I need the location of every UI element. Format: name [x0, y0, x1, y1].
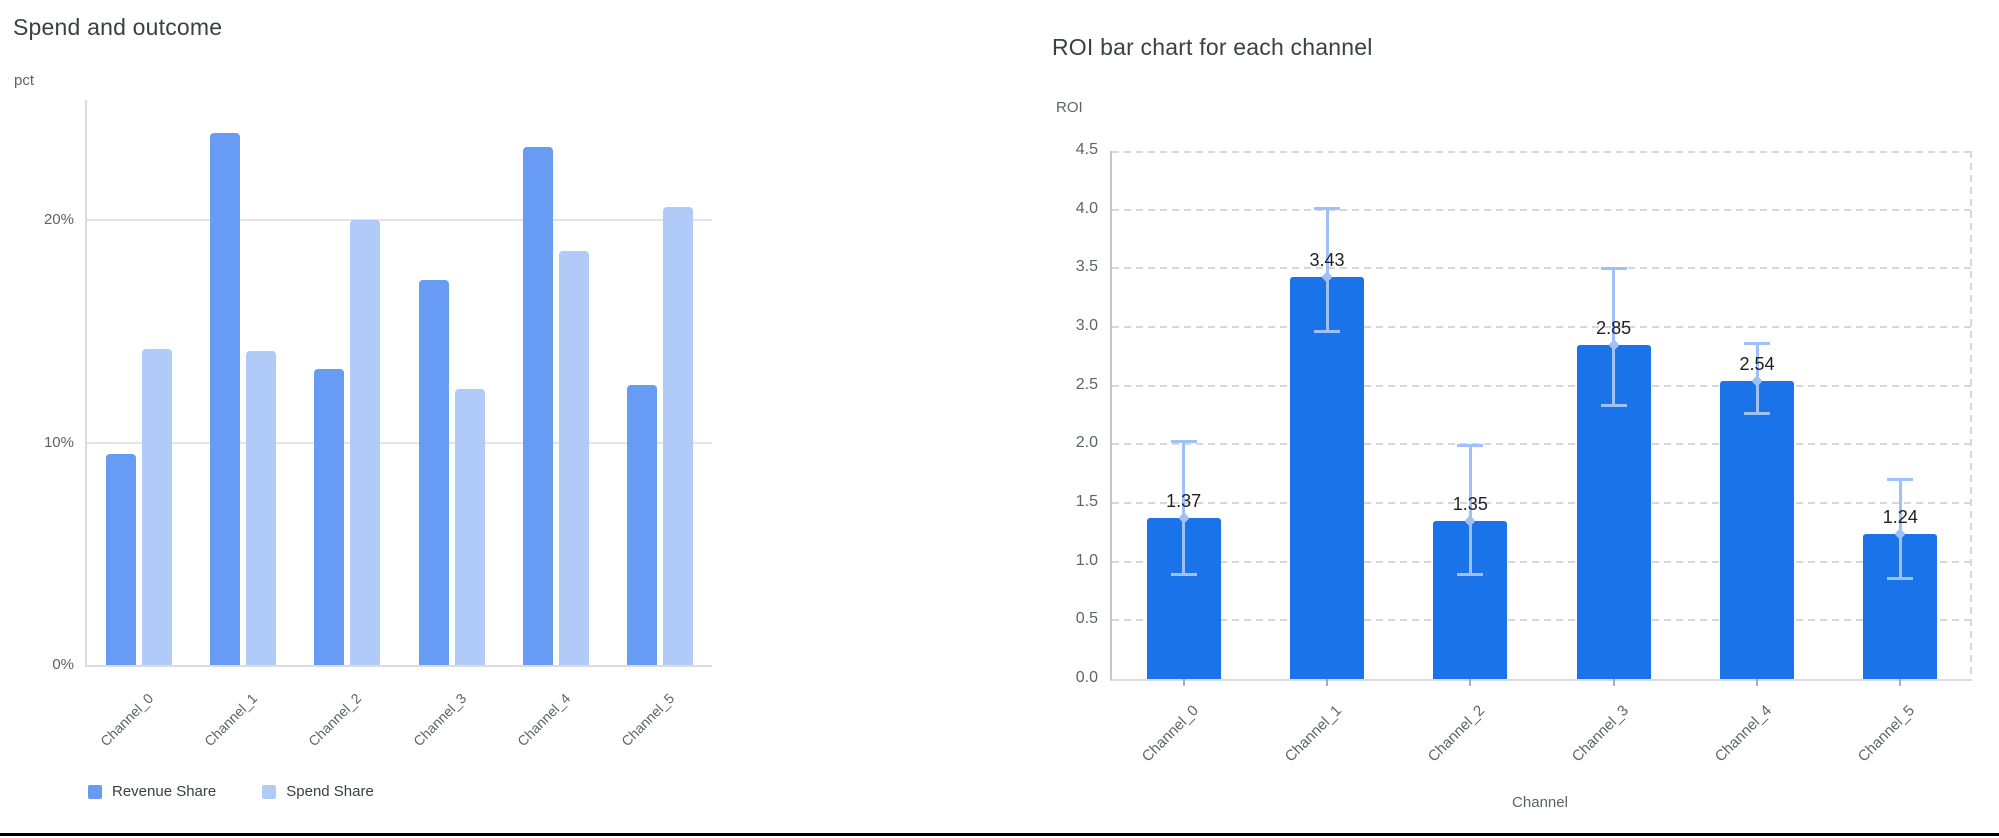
- roi-x-label-channel-2: Channel_2: [1425, 702, 1489, 766]
- roi-value-label-channel-0: 1.37: [1166, 491, 1202, 512]
- error-bar-cap-channel-0: [1170, 439, 1197, 443]
- grid-line-4.0: [1112, 208, 1972, 211]
- error-bar-cap-channel-1: [1314, 207, 1340, 211]
- error-bar-channel-0: [1182, 439, 1186, 576]
- roi-x-axis-title: Channel: [1512, 794, 1568, 811]
- spend-outcome-x-label-channel-4: Channel_4: [513, 690, 574, 750]
- bar-revenue-share-channel-1[interactable]: [210, 133, 241, 665]
- error-bar-cap-channel-5: [1887, 577, 1914, 581]
- roi-y-tick-4.0: 4.0: [1075, 199, 1098, 217]
- roi-value-label-channel-1: 3.43: [1309, 249, 1345, 270]
- roi-y-tick-0.0: 0.0: [1075, 669, 1098, 686]
- spend-outcome-x-label-channel-2: Channel_2: [305, 690, 365, 750]
- grid-line-2.0: [1112, 443, 1972, 446]
- error-bar-cap-channel-5: [1887, 478, 1914, 482]
- roi-y-tick-1.5: 1.5: [1075, 493, 1098, 510]
- bar-spend-share-channel-0[interactable]: [142, 349, 173, 665]
- roi-y-tick-2.5: 2.5: [1075, 375, 1098, 393]
- roi-x-label-channel-5: Channel_5: [1855, 702, 1919, 766]
- roi-y-tick-3.0: 3.0: [1075, 317, 1098, 334]
- error-bar-cap-channel-1: [1314, 329, 1340, 333]
- roi-y-tick-4.5: 4.5: [1075, 141, 1098, 158]
- roi-plot-area: 1.37 3.43 1.35 2.85 2.54 1.24: [1110, 151, 1972, 686]
- spend-outcome-x-label-channel-0: Channel_0: [97, 690, 157, 750]
- error-bar-cap-channel-0: [1170, 572, 1197, 576]
- revenue-share-legend-label: Revenue Share: [112, 783, 217, 800]
- error-bar-channel-3: [1612, 267, 1616, 407]
- grid-line-1.5: [1112, 502, 1972, 504]
- roi-title: ROI bar chart for each channel: [1052, 34, 1373, 60]
- spend-share-swatch: [262, 784, 277, 799]
- error-bar-cap-channel-2: [1457, 444, 1484, 448]
- error-bar-cap-channel-4: [1744, 342, 1770, 346]
- bar-revenue-share-channel-0[interactable]: [106, 453, 137, 665]
- spend-outcome-y-tick-10%: 10%: [43, 433, 74, 451]
- roi-value-label-channel-5: 1.24: [1882, 506, 1918, 527]
- grid-line-3.0: [1112, 326, 1972, 328]
- roi-value-label-channel-3: 2.85: [1596, 317, 1632, 338]
- legend-item-spend-share[interactable]: Spend Share: [262, 783, 374, 800]
- spend-outcome-y-tick-0%: 0%: [52, 656, 74, 673]
- roi-y-tick-3.5: 3.5: [1075, 258, 1098, 276]
- roi-y-axis-label: ROI: [1056, 99, 1083, 116]
- roi-bar-channel-4[interactable]: [1720, 380, 1794, 679]
- legend-item-revenue-share[interactable]: Revenue Share: [88, 783, 216, 800]
- error-bar-cap-channel-3: [1600, 403, 1627, 407]
- roi-value-label-channel-2: 1.35: [1452, 493, 1488, 514]
- grid-line-0.5: [1112, 619, 1972, 622]
- bar-spend-share-channel-5[interactable]: [662, 206, 693, 665]
- spend-outcome-title: Spend and outcome: [13, 14, 223, 40]
- spend-outcome-x-label-channel-1: Channel_1: [201, 690, 261, 750]
- bar-revenue-share-channel-5[interactable]: [626, 384, 657, 665]
- roi-x-tick-channel-1: [1326, 679, 1328, 686]
- revenue-share-swatch: [88, 784, 102, 799]
- roi-bar-channel-1[interactable]: [1290, 276, 1364, 679]
- error-bar-cap-channel-4: [1744, 412, 1770, 415]
- spend-outcome-x-label-channel-5: Channel_5: [618, 690, 678, 750]
- error-bar-channel-1: [1325, 207, 1329, 333]
- bar-revenue-share-channel-2[interactable]: [314, 369, 345, 665]
- roi-x-tick-channel-0: [1182, 679, 1185, 686]
- error-bar-channel-2: [1468, 444, 1472, 576]
- roi-x-tick-channel-5: [1899, 679, 1902, 686]
- roi-y-tick-2.0: 2.0: [1075, 434, 1098, 452]
- spend-share-legend-label: Spend Share: [286, 783, 374, 800]
- error-bar-cap-channel-3: [1600, 267, 1627, 271]
- roi-plot-right-border: [1970, 151, 1972, 679]
- grid-line-20%: [87, 219, 712, 222]
- spend-outcome-y-unit-label: pct: [14, 72, 35, 89]
- grid-line-4.5: [1112, 151, 1972, 153]
- roi-x-tick-channel-2: [1469, 679, 1472, 686]
- grid-line-10%: [87, 441, 712, 444]
- bar-spend-share-channel-4[interactable]: [558, 251, 589, 665]
- bar-revenue-share-channel-4[interactable]: [522, 146, 553, 665]
- roi-value-label-channel-4: 2.54: [1739, 353, 1775, 374]
- roi-x-label-channel-0: Channel_0: [1138, 702, 1202, 766]
- window-bottom-border: [0, 833, 1999, 836]
- roi-y-tick-1.0: 1.0: [1075, 551, 1098, 569]
- error-bar-cap-channel-2: [1457, 572, 1484, 576]
- grid-line-1.0: [1112, 560, 1972, 563]
- bar-spend-share-channel-1[interactable]: [246, 351, 277, 665]
- spend-outcome-plot-area: [85, 100, 712, 667]
- legend: Revenue Share Spend Share: [88, 783, 374, 800]
- roi-x-label-channel-3: Channel_3: [1568, 702, 1632, 766]
- spend-outcome-x-label-channel-3: Channel_3: [409, 690, 469, 750]
- roi-x-label-channel-1: Channel_1: [1281, 702, 1346, 766]
- grid-line-2.5: [1112, 384, 1972, 387]
- bar-revenue-share-channel-3[interactable]: [418, 280, 449, 665]
- grid-line-3.5: [1112, 267, 1972, 270]
- bar-spend-share-channel-3[interactable]: [454, 389, 485, 665]
- spend-outcome-y-tick-20%: 20%: [43, 211, 74, 229]
- roi-x-label-channel-4: Channel_4: [1711, 702, 1776, 766]
- roi-x-tick-channel-4: [1756, 679, 1758, 686]
- bar-spend-share-channel-2[interactable]: [350, 220, 381, 665]
- roi-y-tick-0.5: 0.5: [1075, 610, 1098, 628]
- roi-x-tick-channel-3: [1612, 679, 1615, 686]
